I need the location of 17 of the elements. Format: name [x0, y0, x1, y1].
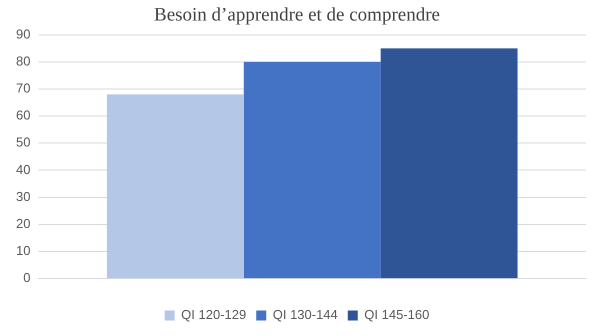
y-tick-label: 80 — [16, 53, 30, 68]
y-tick-label: 90 — [16, 26, 30, 42]
y-tick-label: 20 — [16, 216, 30, 231]
y-tick-label: 50 — [16, 134, 30, 150]
y-tick-label: 0 — [23, 270, 30, 286]
legend-label: QI 120-129 — [181, 307, 246, 322]
chart-title: Besoin d’apprendre et de comprendre — [154, 4, 440, 26]
bar — [244, 62, 381, 278]
y-tick-label: 10 — [16, 243, 30, 258]
y-tick-label: 70 — [16, 80, 30, 96]
y-tick-label: 40 — [16, 162, 30, 177]
y-tick-label: 60 — [16, 108, 30, 123]
legend-label: QI 145-160 — [364, 307, 430, 322]
bar — [106, 94, 244, 278]
bar — [380, 48, 518, 278]
legend-label: QI 130-144 — [272, 307, 338, 322]
y-tick-label: 30 — [16, 188, 30, 204]
